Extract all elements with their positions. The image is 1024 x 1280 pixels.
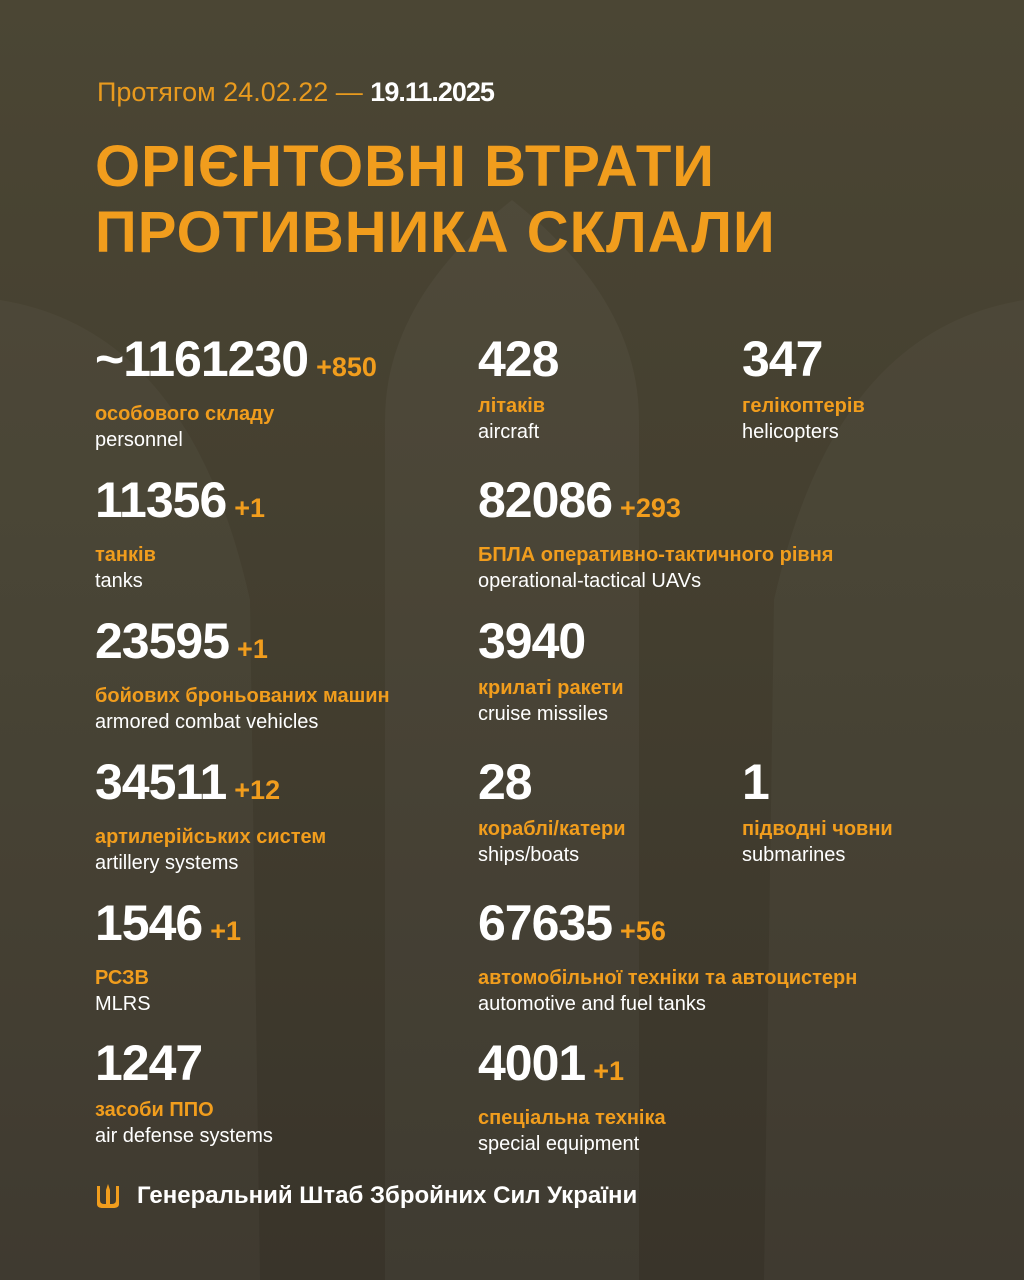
- stat-number: 28: [478, 754, 533, 810]
- stat-value: 1: [742, 756, 893, 808]
- stat-value: 1546 +1: [95, 897, 241, 957]
- stat-value: 82086 +293: [478, 474, 833, 534]
- stat-delta: +1: [237, 634, 268, 664]
- stat-helicopters: 347 гелікоптерів helicopters: [742, 333, 865, 444]
- stat-label-ua: бойових броньованих машин: [95, 685, 390, 707]
- title-line-1: ОРІЄНТОВНІ ВТРАТИ: [95, 134, 715, 199]
- stat-number: 11356: [95, 472, 227, 528]
- stat-value: 428: [478, 331, 559, 387]
- stat-aircraft: 428 літаків aircraft: [478, 331, 559, 444]
- stat-label-ua: засоби ППО: [95, 1099, 214, 1121]
- stat-number: 82086: [478, 472, 613, 528]
- stat-delta: +1: [210, 916, 242, 946]
- stat-delta: +1: [234, 493, 266, 523]
- stat-number: 1: [742, 754, 770, 810]
- stat-tanks: 11356 +1 танків tanks: [95, 474, 265, 593]
- footer: Генеральний Штаб Збройних Сил України: [95, 1182, 637, 1210]
- trident-icon: [97, 1184, 119, 1208]
- stat-label-en: air defense systems: [95, 1125, 273, 1147]
- stat-label-ua: літаків: [478, 395, 546, 417]
- stat-label-en: automotive and fuel tanks: [478, 993, 706, 1015]
- stat-value: 347: [742, 333, 865, 385]
- stat-label-en: aircraft: [478, 421, 540, 443]
- stat-number: 1546: [95, 895, 203, 951]
- stat-label-ua: спеціальна техніка: [478, 1107, 666, 1129]
- stat-artillery-systems: 34511 +12 артилерійських систем artillery s…: [95, 756, 326, 875]
- stat-value: 34511 +12: [95, 756, 326, 816]
- stat-ships-boats: 28 кораблі/катери ships/boats: [478, 756, 626, 867]
- stat-delta: +12: [234, 775, 281, 805]
- stat-number: 23595: [95, 613, 230, 669]
- footer-text: Генеральний Штаб Збройних Сил України: [137, 1182, 638, 1209]
- stat-label-en: ships/boats: [478, 844, 580, 866]
- stat-value: 28: [478, 756, 626, 808]
- stat-label-ua: БПЛА оперативно-тактичного рівня: [478, 544, 834, 566]
- stat-delta: +850: [316, 352, 377, 382]
- stat-personnel: ~1161230 +850 особового складу personnel: [95, 333, 377, 452]
- stat-value: 4001 +1: [478, 1037, 666, 1097]
- stat-label-ua: артилерійських систем: [95, 826, 327, 848]
- stat-label-ua: кораблі/катери: [478, 818, 626, 840]
- stat-label-en: artillery systems: [95, 852, 239, 874]
- stat-cruise-missiles: 3940 крилаті ракети cruise missiles: [478, 615, 624, 726]
- stat-operational-tactical-uavs: 82086 +293 БПЛА оперативно-тактичного рівн…: [478, 474, 833, 593]
- stat-label-en: MLRS: [95, 993, 151, 1015]
- stat-delta: +1: [593, 1056, 625, 1086]
- stat-value: 67635 +56: [478, 897, 857, 957]
- stat-label-ua: підводні човни: [742, 818, 893, 840]
- stat-number: ~1161230: [95, 331, 309, 387]
- stat-value: 1247: [95, 1037, 273, 1089]
- stat-label-ua: РСЗВ: [95, 967, 149, 989]
- stat-automotive-and-fuel-tanks: 67635 +56 автомобільної техніки та автоцис…: [478, 897, 857, 1016]
- stat-special-equipment: 4001 +1 спеціальна техніка special equipmen…: [478, 1037, 666, 1156]
- stat-value: 11356 +1: [95, 474, 265, 534]
- stat-number: 67635: [478, 895, 613, 951]
- stat-mlrs: 1546 +1 РСЗВ MLRS: [95, 897, 241, 1016]
- stat-value: 23595 +1: [95, 615, 390, 675]
- stat-label-en: cruise missiles: [478, 703, 609, 725]
- stat-label-en: personnel: [95, 429, 183, 451]
- stat-number: 347: [742, 331, 823, 387]
- stat-value: 3940: [478, 615, 624, 667]
- stat-label-en: submarines: [742, 844, 846, 866]
- stat-delta: +56: [620, 916, 666, 946]
- stat-air-defense-systems: 1247 засоби ППО air defense systems: [95, 1037, 273, 1148]
- stat-label-ua: автомобільної техніки та автоцистерн: [478, 967, 858, 989]
- period-end: 19.11.2025: [370, 77, 495, 107]
- stat-label-ua: особового складу: [95, 403, 275, 425]
- stat-number: 34511: [95, 754, 227, 810]
- stat-label-en: operational-tactical UAVs: [478, 570, 702, 592]
- stat-label-en: special equipment: [478, 1133, 640, 1155]
- page-title: ОРІЄНТОВНІ ВТРАТИ ПРОТИВНИКА СКЛАЛИ: [95, 134, 776, 266]
- stat-armored-combat-vehicles: 23595 +1 бойових броньованих машин armored …: [95, 615, 390, 734]
- period-prefix: Протягом 24.02.22 —: [97, 77, 363, 107]
- stat-delta: +293: [620, 493, 681, 523]
- stat-number: 3940: [478, 613, 586, 669]
- stat-label-ua: гелікоптерів: [742, 395, 865, 417]
- stat-label-ua: крилаті ракети: [478, 677, 624, 699]
- stat-label-en: tanks: [95, 570, 143, 592]
- stat-number: 428: [478, 331, 559, 387]
- stat-label-en: helicopters: [742, 421, 839, 443]
- period: Протягом 24.02.22 — 19.11.2025: [97, 77, 495, 108]
- stat-number: 4001: [478, 1035, 586, 1091]
- stat-label-ua: танків: [95, 544, 156, 566]
- stat-label-en: armored combat vehicles: [95, 711, 319, 733]
- stat-number: 1247: [95, 1035, 203, 1091]
- stat-submarines: 1 підводні човни submarines: [742, 756, 893, 867]
- title-line-2: ПРОТИВНИКА СКЛАЛИ: [95, 200, 776, 265]
- stat-value: ~1161230 +850: [95, 333, 377, 393]
